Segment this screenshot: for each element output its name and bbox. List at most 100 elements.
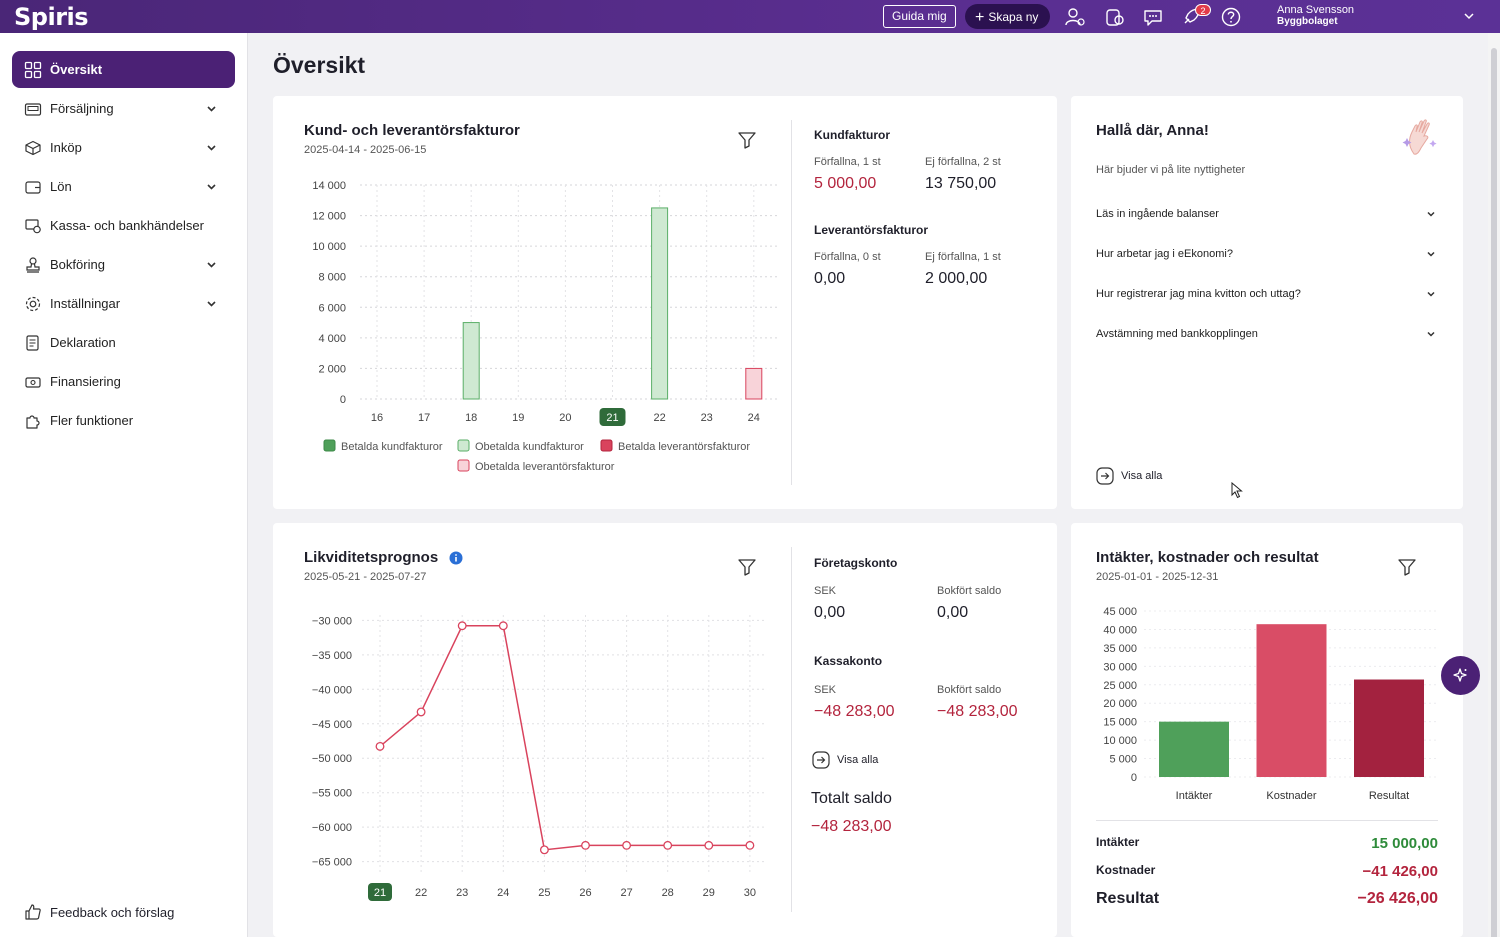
- chevron-down-icon: [207, 106, 216, 112]
- legend-label: Obetalda kundfakturor: [475, 441, 584, 453]
- sidebar-item-finansiering[interactable]: Finansiering: [12, 363, 235, 400]
- sidebar-item-label: Inköp: [50, 140, 82, 155]
- y-tick-label: 10 000: [1103, 735, 1137, 747]
- notification-badge: 2: [1195, 4, 1211, 16]
- y-tick-label: 5 000: [1109, 754, 1137, 766]
- user-menu[interactable]: Anna Svensson Byggbolaget: [1277, 4, 1354, 28]
- x-tick-label: 29: [703, 887, 715, 899]
- help-icon[interactable]: [1220, 6, 1242, 28]
- legend-swatch: [600, 439, 613, 452]
- faq-item[interactable]: Avstämning med bankkopplingen: [1096, 328, 1436, 340]
- bar: [651, 207, 669, 400]
- user-name: Anna Svensson: [1277, 4, 1355, 16]
- chat-icon[interactable]: [1142, 6, 1164, 28]
- data-point: [581, 840, 590, 850]
- x-tick-highlight: [599, 408, 626, 426]
- welcome-card: [1071, 96, 1463, 509]
- feedback-link[interactable]: Feedback och förslag: [24, 903, 174, 921]
- spiris-logo[interactable]: Spiris: [14, 3, 89, 31]
- money-icon: [25, 376, 41, 388]
- sidebar-item-inkop[interactable]: Inköp: [12, 129, 235, 166]
- legend-swatch: [457, 439, 470, 452]
- kassakonto-heading: Kassakonto: [814, 654, 883, 668]
- kassa-sek-label: SEK: [814, 684, 837, 696]
- y-tick-label: 14 000: [312, 180, 346, 192]
- data-point: [375, 741, 385, 751]
- y-tick-label: 40 000: [1103, 624, 1137, 636]
- data-point: [622, 840, 632, 850]
- sidebar-item-forsaljning[interactable]: Försäljning: [12, 90, 235, 127]
- y-tick-label: 4 000: [318, 333, 346, 345]
- scrollbar-thumb[interactable]: [1491, 48, 1497, 937]
- user-settings-icon[interactable]: [1064, 6, 1086, 28]
- x-tick-label: 23: [456, 887, 468, 899]
- y-tick-label: 0: [1131, 772, 1137, 784]
- y-tick-label: −60 000: [312, 822, 352, 834]
- x-tick-label: 24: [748, 412, 760, 424]
- faq-item[interactable]: Läs in ingående balanser: [1096, 208, 1436, 220]
- page-scrollbar[interactable]: [1488, 33, 1500, 937]
- chevron-down-icon: [1427, 331, 1435, 337]
- data-point: [539, 845, 549, 855]
- foretag-bokfort-value: 0,00: [937, 604, 969, 621]
- sidebar-item-deklaration[interactable]: Deklaration: [12, 324, 235, 361]
- cash-register-icon: [24, 102, 42, 116]
- info-icon[interactable]: [449, 551, 463, 565]
- x-tick-label: 25: [538, 887, 550, 899]
- lev-overdue-value[interactable]: 0,00: [814, 270, 846, 287]
- filter-icon[interactable]: [1397, 557, 1417, 577]
- x-tick-label: 21: [606, 412, 618, 424]
- x-tick-label: Kostnader: [1266, 790, 1316, 802]
- x-tick-label: 30: [744, 887, 756, 899]
- x-tick-label: 23: [701, 412, 713, 424]
- x-tick-label: 28: [662, 887, 674, 899]
- arrow-right-circle-icon: [812, 751, 830, 769]
- filter-icon[interactable]: [737, 557, 757, 577]
- kund-overdue-value[interactable]: 5 000,00: [814, 175, 877, 192]
- guida-mig-button[interactable]: Guida mig: [883, 5, 956, 28]
- bar: [1159, 721, 1229, 777]
- x-tick-label: 24: [497, 887, 509, 899]
- kund-notdue-value[interactable]: 13 750,00: [925, 175, 997, 192]
- y-tick-label: 15 000: [1103, 717, 1137, 729]
- chevron-down-icon[interactable]: [1463, 10, 1475, 22]
- filter-icon[interactable]: [737, 130, 757, 150]
- faq-item[interactable]: Hur registrerar jag mina kvitton och utt…: [1096, 288, 1436, 300]
- chevron-down-icon: [207, 145, 216, 151]
- apps-icon[interactable]: [1104, 6, 1126, 28]
- y-tick-label: 20 000: [1103, 698, 1137, 710]
- sidebar-item-label: Inställningar: [50, 296, 121, 311]
- sidebar-item-lon[interactable]: Lön: [12, 168, 235, 205]
- bar: [745, 367, 763, 400]
- x-tick-label: 17: [418, 412, 430, 424]
- visa-alla-link[interactable]: Visa alla: [1096, 467, 1162, 485]
- sidebar-item-label: Kassa- och bankhändelser: [50, 218, 204, 233]
- liquidity-chart: −30 000 −35 000 −40 000 −45 000 −50 000 −55 0…: [312, 615, 765, 901]
- sidebar-item-kassa[interactable]: Kassa- och bankhändelser: [12, 207, 235, 244]
- sidebar-item-oversikt[interactable]: Översikt: [12, 51, 235, 88]
- x-tick-highlight: [368, 883, 392, 901]
- lev-notdue-value[interactable]: 2 000,00: [925, 270, 988, 287]
- bar: [1354, 679, 1424, 777]
- leverantorsfakturor-heading: Leverantörsfakturor: [814, 223, 929, 237]
- divider: [791, 547, 792, 912]
- chevron-down-icon: [207, 262, 216, 268]
- sidebar-item-installningar[interactable]: Inställningar: [12, 285, 235, 322]
- sidebar-item-label: Översikt: [50, 62, 103, 77]
- data-point: [704, 840, 714, 850]
- data-point: [457, 621, 467, 631]
- foretag-sek-value: 0,00: [814, 604, 846, 621]
- skapa-ny-button[interactable]: + Skapa ny: [965, 4, 1051, 29]
- ai-assistant-button[interactable]: [1441, 656, 1480, 695]
- x-tick-label: 22: [415, 887, 427, 899]
- visa-alla-link[interactable]: Visa alla: [812, 751, 878, 769]
- sidebar-item-label: Deklaration: [50, 335, 116, 350]
- sparkle-icon: [1453, 668, 1467, 682]
- top-bar: Spiris Guida mig + Skapa ny 2 Anna Svenss…: [0, 0, 1500, 33]
- faq-item[interactable]: Hur arbetar jag i eEkonomi?: [1096, 248, 1436, 260]
- y-tick-label: −55 000: [312, 788, 352, 800]
- kundfakturor-heading: Kundfakturor: [814, 128, 890, 142]
- sidebar-item-fler-funktioner[interactable]: Fler funktioner: [12, 402, 235, 439]
- sidebar-item-bokforing[interactable]: Bokföring: [12, 246, 235, 283]
- lev-overdue-label: Förfallna, 0 st: [814, 251, 881, 263]
